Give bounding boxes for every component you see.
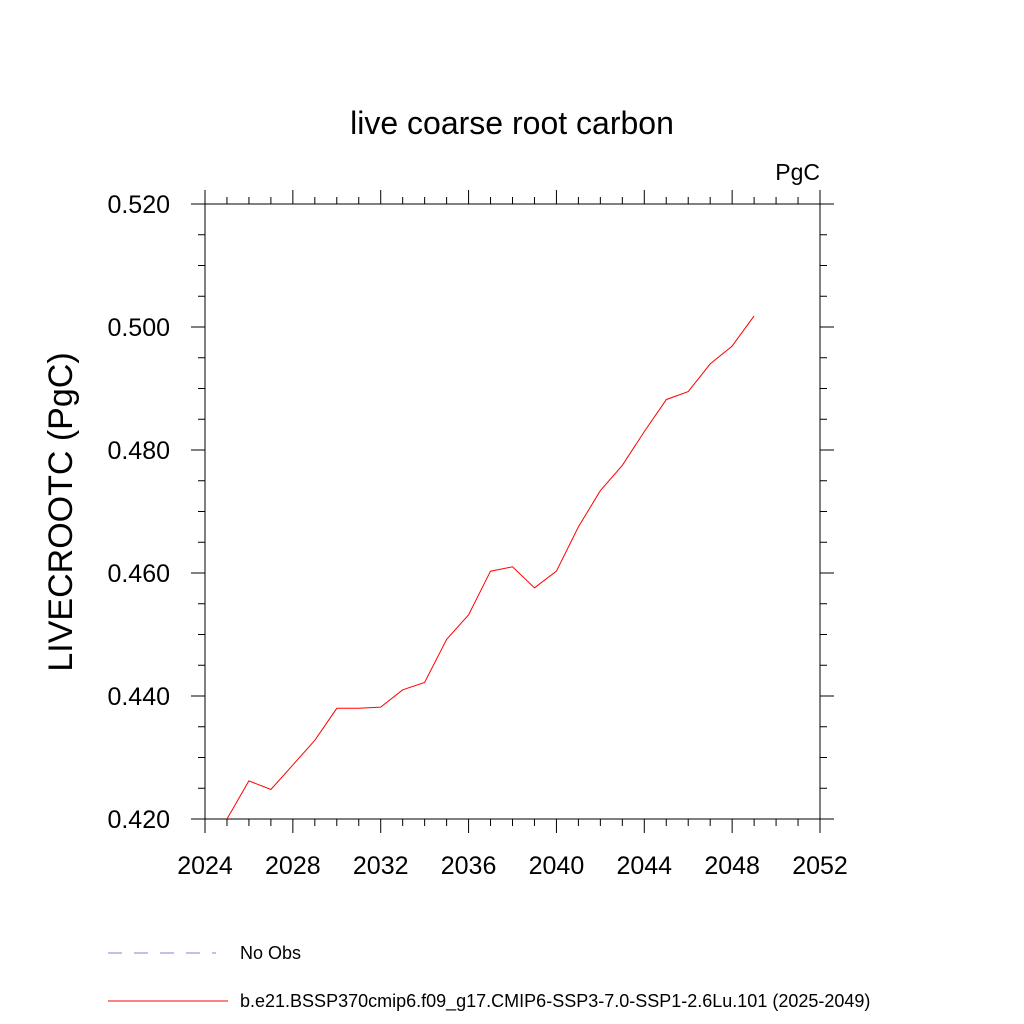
- x-tick-label: 2052: [792, 852, 848, 880]
- y-tick-label: 0.440: [107, 683, 170, 711]
- units-label: PgC: [775, 159, 820, 185]
- legend: No Obs b.e21.BSSP370cmip6.f09_g17.CMIP6-S…: [108, 943, 870, 1012]
- x-tick-label: 2040: [529, 852, 585, 880]
- chart-title: live coarse root carbon: [350, 105, 674, 141]
- y-tick-label: 0.500: [107, 314, 170, 342]
- x-tick-label: 2024: [177, 852, 233, 880]
- x-tick-label: 2036: [441, 852, 497, 880]
- x-tick-label: 2032: [353, 852, 409, 880]
- x-tick-label: 2048: [704, 852, 760, 880]
- plot-area: [204, 203, 821, 820]
- series-lines: [226, 315, 755, 820]
- y-tick-label: 0.480: [107, 437, 170, 465]
- series-line: [226, 315, 755, 820]
- x-tick-label: 2028: [265, 852, 321, 880]
- legend-label: b.e21.BSSP370cmip6.f09_g17.CMIP6-SSP3-7.…: [240, 991, 870, 1012]
- plot-frame: [204, 203, 821, 820]
- x-tick-label: 2044: [616, 852, 672, 880]
- axis-ticks: 2024 2028 2032 2036 2040 2044 2048 2052 0.420 0.4…: [107, 190, 848, 880]
- legend-label: No Obs: [240, 943, 301, 963]
- y-tick-label: 0.420: [107, 806, 170, 834]
- y-axis-label: LIVECROOTC (PgC): [42, 352, 80, 671]
- y-tick-label: 0.460: [107, 560, 170, 588]
- y-tick-label: 0.520: [107, 191, 170, 219]
